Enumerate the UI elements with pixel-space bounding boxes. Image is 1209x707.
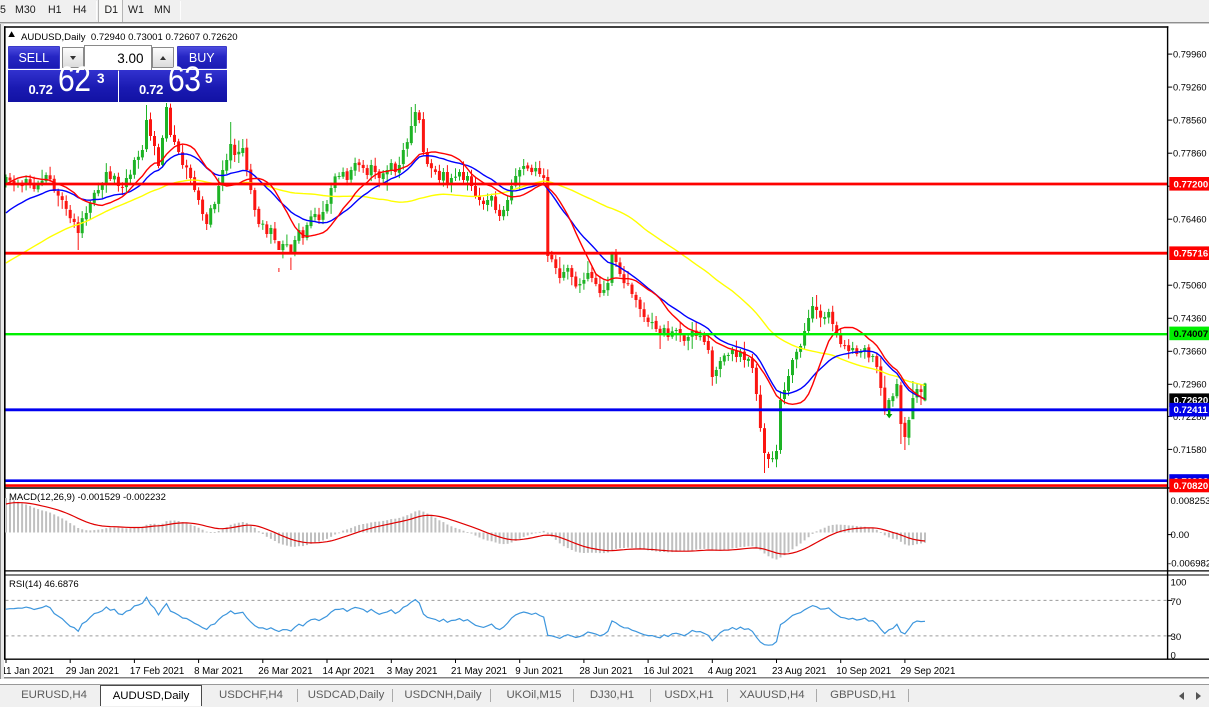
svg-text:0.77860: 0.77860 [1173, 149, 1207, 159]
svg-text:30: 30 [1171, 632, 1182, 643]
svg-text:0: 0 [1171, 650, 1176, 661]
svg-text:100: 100 [1171, 578, 1187, 589]
svg-text:0.008253: 0.008253 [1171, 496, 1209, 507]
svg-text:21 May 2021: 21 May 2021 [451, 666, 507, 677]
svg-text:28 Jun 2021: 28 Jun 2021 [579, 666, 632, 677]
svg-text:4 Aug 2021: 4 Aug 2021 [708, 666, 757, 677]
svg-text:9 Jun 2021: 9 Jun 2021 [515, 666, 563, 677]
svg-text:0.74360: 0.74360 [1173, 314, 1207, 324]
svg-text:29 Jan 2021: 29 Jan 2021 [66, 666, 119, 677]
svg-text:14 Apr 2021: 14 Apr 2021 [323, 666, 375, 677]
svg-text:0.00: 0.00 [1171, 530, 1190, 541]
svg-text:8 Mar 2021: 8 Mar 2021 [194, 666, 243, 677]
svg-text:0.72960: 0.72960 [1173, 380, 1207, 390]
svg-text:16 Jul 2021: 16 Jul 2021 [644, 666, 694, 677]
svg-text:17 Feb 2021: 17 Feb 2021 [130, 666, 184, 677]
svg-text:0.72280: 0.72280 [1173, 412, 1207, 422]
svg-text:0.79960: 0.79960 [1173, 50, 1207, 60]
svg-text:29 Sep 2021: 29 Sep 2021 [900, 666, 955, 677]
svg-text:70: 70 [1171, 597, 1182, 608]
svg-text:MACD(12,26,9) -0.001529 -0.002: MACD(12,26,9) -0.001529 -0.002232 [9, 492, 166, 503]
svg-text:11 Jan 2021: 11 Jan 2021 [2, 666, 55, 677]
svg-text:0.74007: 0.74007 [1174, 329, 1209, 340]
svg-text:AUDUSD,Daily 0.72940 0.73001: AUDUSD,Daily 0.72940 0.73001 0.72607 0.7… [21, 32, 238, 43]
svg-text:0.72411: 0.72411 [1174, 405, 1209, 416]
svg-text:0.77200: 0.77200 [1174, 179, 1209, 190]
svg-text:RSI(14) 46.6876: RSI(14) 46.6876 [9, 579, 79, 590]
svg-text:26 Mar 2021: 26 Mar 2021 [258, 666, 312, 677]
svg-text:10 Sep 2021: 10 Sep 2021 [836, 666, 891, 677]
svg-text:0.73660: 0.73660 [1173, 347, 1207, 357]
svg-text:-0.006982: -0.006982 [1168, 559, 1209, 570]
svg-text:0.71580: 0.71580 [1173, 445, 1207, 455]
svg-text:23 Aug 2021: 23 Aug 2021 [772, 666, 826, 677]
svg-text:0.75060: 0.75060 [1173, 281, 1207, 291]
svg-text:3 May 2021: 3 May 2021 [387, 666, 438, 677]
svg-text:0.75716: 0.75716 [1174, 249, 1209, 260]
svg-text:0.78560: 0.78560 [1173, 116, 1207, 126]
svg-text:0.70820: 0.70820 [1174, 481, 1209, 492]
svg-text:0.76460: 0.76460 [1173, 215, 1207, 225]
svg-text:0.72620: 0.72620 [1174, 396, 1209, 407]
svg-text:0.79260: 0.79260 [1173, 83, 1207, 93]
